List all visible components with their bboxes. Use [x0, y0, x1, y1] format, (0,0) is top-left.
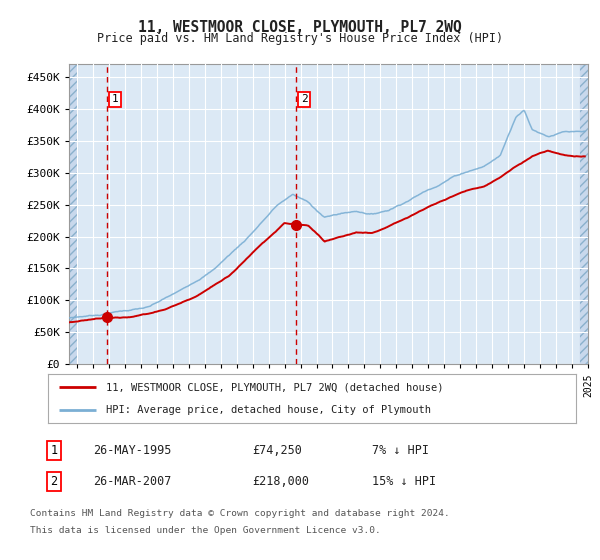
Bar: [580, 64, 588, 364]
Text: 26-MAR-2007: 26-MAR-2007: [93, 475, 172, 488]
Text: 1: 1: [112, 95, 119, 105]
Text: £74,250: £74,250: [252, 444, 302, 458]
Text: 2: 2: [50, 475, 58, 488]
Text: 15% ↓ HPI: 15% ↓ HPI: [372, 475, 436, 488]
Text: Price paid vs. HM Land Registry's House Price Index (HPI): Price paid vs. HM Land Registry's House …: [97, 32, 503, 45]
Text: 7% ↓ HPI: 7% ↓ HPI: [372, 444, 429, 458]
Bar: [69, 64, 77, 364]
Text: 11, WESTMOOR CLOSE, PLYMOUTH, PL7 2WQ (detached house): 11, WESTMOOR CLOSE, PLYMOUTH, PL7 2WQ (d…: [106, 382, 443, 393]
Text: Contains HM Land Registry data © Crown copyright and database right 2024.: Contains HM Land Registry data © Crown c…: [30, 509, 450, 518]
Text: 26-MAY-1995: 26-MAY-1995: [93, 444, 172, 458]
Text: 1: 1: [50, 444, 58, 458]
Text: 11, WESTMOOR CLOSE, PLYMOUTH, PL7 2WQ: 11, WESTMOOR CLOSE, PLYMOUTH, PL7 2WQ: [138, 20, 462, 35]
Text: HPI: Average price, detached house, City of Plymouth: HPI: Average price, detached house, City…: [106, 405, 431, 416]
Text: 2: 2: [301, 95, 308, 105]
Text: £218,000: £218,000: [252, 475, 309, 488]
Bar: [69, 64, 77, 364]
Bar: [580, 64, 588, 364]
Text: This data is licensed under the Open Government Licence v3.0.: This data is licensed under the Open Gov…: [30, 526, 381, 535]
